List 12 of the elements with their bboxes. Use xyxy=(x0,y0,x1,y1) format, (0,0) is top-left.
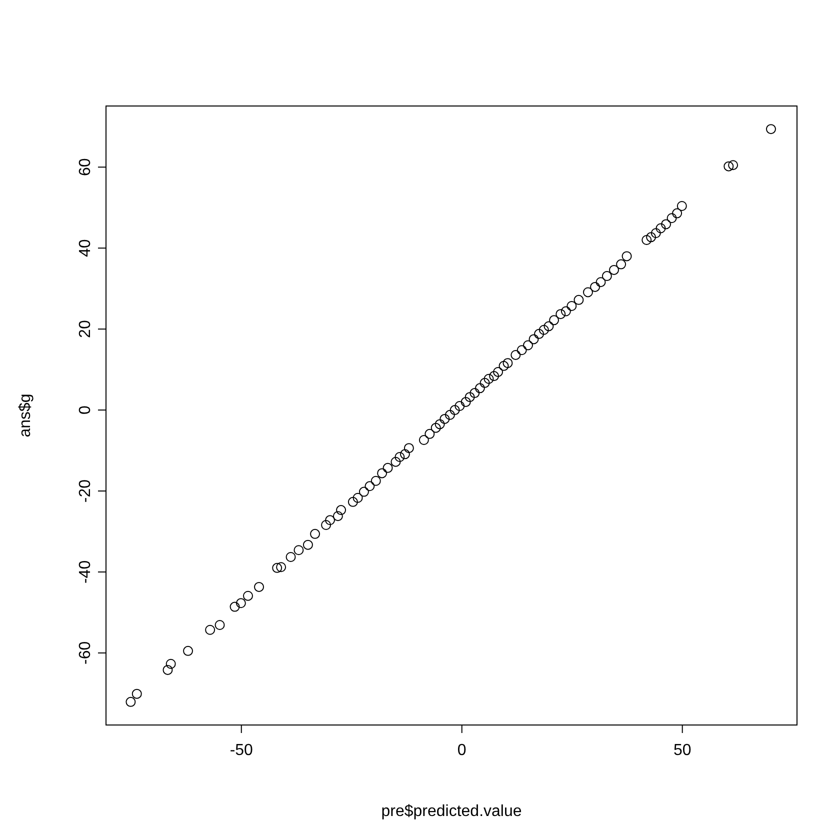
y-axis-title: ans$g xyxy=(17,394,34,438)
y-tick-label: 20 xyxy=(77,320,94,338)
x-tick-label: -50 xyxy=(230,742,254,759)
y-tick-label: 0 xyxy=(77,405,94,414)
y-tick-label: 60 xyxy=(77,158,94,176)
y-tick-label: -40 xyxy=(77,560,94,584)
x-axis-title: pre$predicted.value xyxy=(381,803,522,820)
y-tick-label: -60 xyxy=(77,641,94,664)
y-tick-label: -20 xyxy=(77,479,94,503)
y-tick-label: 40 xyxy=(77,239,94,257)
x-tick-label: 50 xyxy=(673,742,692,759)
x-tick-label: 0 xyxy=(457,742,466,759)
